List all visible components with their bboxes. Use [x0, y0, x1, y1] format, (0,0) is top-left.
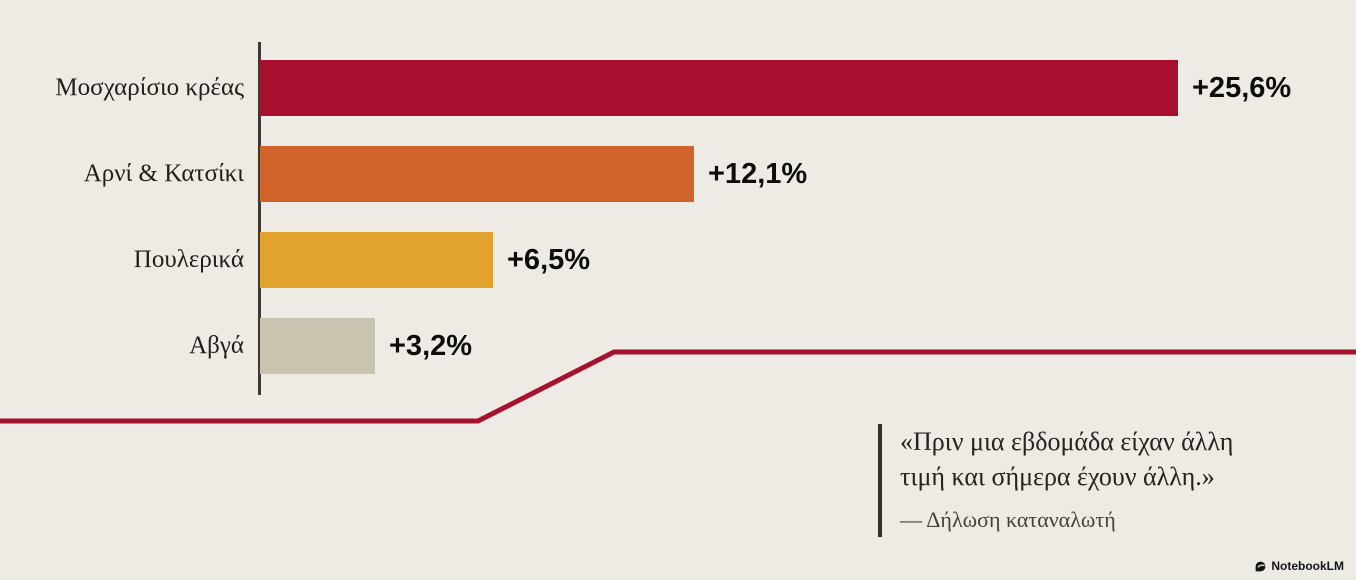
category-label: Αρνί & Κατσίκι — [83, 160, 244, 187]
category-label: Μοσχαρίσιο κρέας — [55, 74, 244, 101]
bar — [260, 318, 375, 374]
value-label: +25,6% — [1192, 71, 1292, 104]
quote-divider — [878, 424, 882, 537]
quote-text: «Πριν μια εβδομάδα είχαν άλλη τιμή και σ… — [900, 424, 1233, 537]
quote-line-1: «Πριν μια εβδομάδα είχαν άλλη — [900, 427, 1234, 456]
quote-block: «Πριν μια εβδομάδα είχαν άλλη τιμή και σ… — [878, 424, 1233, 537]
watermark: NotebookLM — [1254, 559, 1344, 573]
bar-row: Αβγά +3,2% — [0, 318, 1356, 374]
bar — [260, 60, 1178, 116]
category-label: Πουλερικά — [133, 246, 244, 273]
value-label: +6,5% — [507, 243, 591, 276]
value-label: +12,1% — [708, 157, 808, 190]
quote-attribution: — Δήλωση καταναλωτή — [900, 507, 1116, 532]
quote-line-2: τιμή και σήμερα έχουν άλλη.» — [900, 462, 1215, 491]
bar-row: Αρνί & Κατσίκι +12,1% — [0, 146, 1356, 202]
bar — [260, 232, 493, 288]
notebooklm-logo-icon — [1255, 561, 1266, 571]
category-label: Αβγά — [189, 332, 244, 359]
watermark-label: NotebookLM — [1271, 559, 1344, 573]
bar-row: Μοσχαρίσιο κρέας +25,6% — [0, 60, 1356, 116]
bar — [260, 146, 694, 202]
value-label: +3,2% — [389, 329, 473, 362]
y-axis-line — [258, 42, 261, 395]
bar-row: Πουλερικά +6,5% — [0, 232, 1356, 288]
